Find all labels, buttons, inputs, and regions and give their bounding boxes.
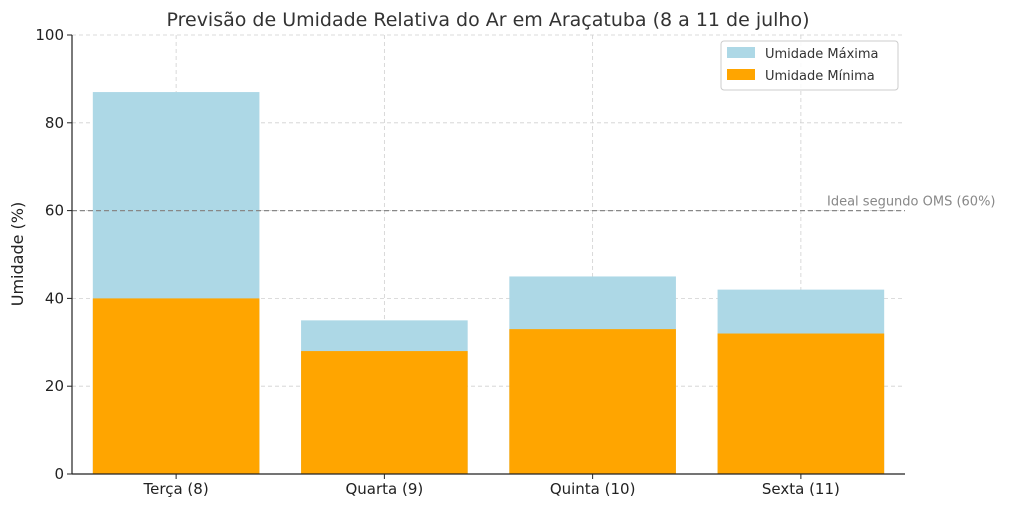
x-tick-label: Quinta (10) [550,480,636,498]
chart-title: Previsão de Umidade Relativa do Ar em Ar… [166,9,809,31]
bar-umidade-minima [301,351,468,474]
y-tick-label: 100 [35,26,64,44]
x-tick-label: Terça (8) [143,480,209,498]
y-tick-label: 20 [45,377,64,395]
bar-umidade-minima [92,298,260,474]
x-ticks: Terça (8) Quarta (9) Quinta (10) Sexta (11) [143,474,840,498]
legend-swatch-min [727,69,755,80]
y-tick-label: 0 [54,465,64,483]
legend-box [720,40,899,91]
bar-umidade-minima [717,333,885,474]
x-tick-label: Sexta (11) [762,480,840,498]
axes [71,35,905,475]
x-tick-label: Quarta (9) [345,480,423,498]
reference-label: Ideal segundo OMS (60%) [827,195,996,210]
legend-label-max: Umidade Máxima [765,47,879,62]
y-ticks: 0 20 40 60 80 100 [35,26,72,483]
legend-label-min: Umidade Mínima [765,69,875,84]
y-tick-label: 80 [45,114,64,132]
legend-swatch-max [727,47,755,58]
y-axis-label: Umidade (%) [8,202,27,306]
legend: Umidade Máxima Umidade Mínima [720,40,899,91]
y-tick-label: 40 [45,289,64,307]
series-min-bars [92,298,885,474]
bar-umidade-minima [509,329,676,474]
y-tick-label: 60 [45,202,64,220]
